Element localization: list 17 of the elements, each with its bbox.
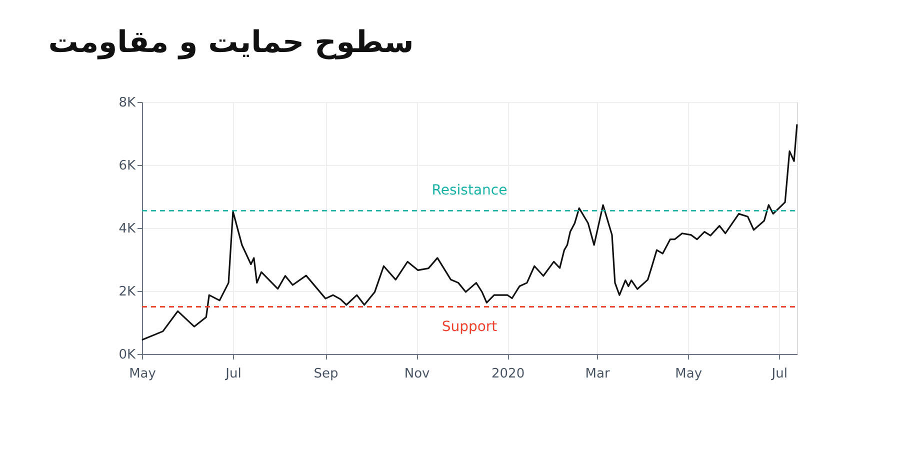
y-tick-label: 6K — [118, 158, 136, 174]
x-tick-label: May — [675, 366, 702, 382]
y-tick-label: 2K — [118, 284, 136, 300]
y-tick-label: 8K — [118, 96, 136, 110]
x-tick-label: Jul — [224, 366, 242, 382]
y-tick-label: 0K — [118, 348, 136, 362]
x-tick-label: 2020 — [492, 366, 525, 382]
line-series — [141, 124, 798, 341]
chart-title: سطوح حمایت و مقاومت — [48, 25, 414, 60]
x-tick-label: Jul — [770, 366, 788, 382]
ref-line-label: Support — [442, 318, 498, 335]
x-tick-label: Nov — [404, 366, 430, 382]
y-tick-label: 4K — [118, 222, 136, 236]
x-tick-label: Mar — [585, 366, 610, 382]
x-tick-label: Sep — [314, 366, 338, 382]
x-tick-label: May — [129, 366, 156, 382]
ref-line-label: Resistance — [432, 182, 508, 199]
